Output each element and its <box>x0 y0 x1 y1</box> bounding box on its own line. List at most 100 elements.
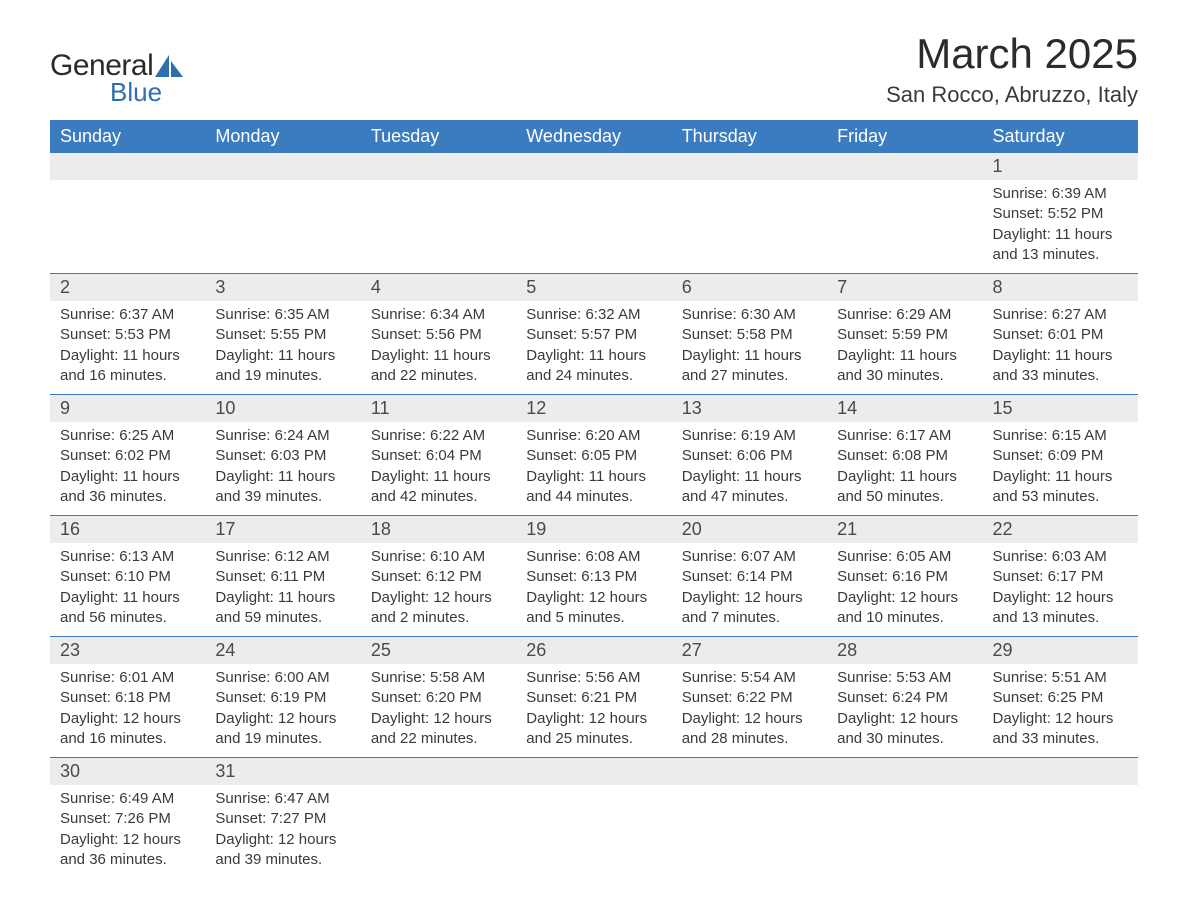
day-number-cell: 16 <box>50 516 205 544</box>
daylight-text-2: and 53 minutes. <box>993 487 1128 507</box>
day-data-cell: Sunrise: 6:34 AMSunset: 5:56 PMDaylight:… <box>361 301 516 395</box>
day-number-cell <box>672 153 827 180</box>
daylight-text-1: Daylight: 11 hours <box>993 467 1128 487</box>
sunrise-text: Sunrise: 6:37 AM <box>60 305 195 325</box>
daylight-text-1: Daylight: 11 hours <box>837 346 972 366</box>
day-data-row: Sunrise: 6:25 AMSunset: 6:02 PMDaylight:… <box>50 422 1138 516</box>
day-data-cell: Sunrise: 6:12 AMSunset: 6:11 PMDaylight:… <box>205 543 360 637</box>
day-number-cell: 30 <box>50 758 205 786</box>
sunset-text: Sunset: 6:01 PM <box>993 325 1128 345</box>
day-number-cell: 23 <box>50 637 205 665</box>
day-number-cell <box>516 758 671 786</box>
day-number-row: 9101112131415 <box>50 395 1138 423</box>
day-data-cell: Sunrise: 6:24 AMSunset: 6:03 PMDaylight:… <box>205 422 360 516</box>
logo-sail-icon <box>155 55 185 77</box>
day-number-cell: 12 <box>516 395 671 423</box>
sunrise-text: Sunrise: 5:53 AM <box>837 668 972 688</box>
day-number-row: 16171819202122 <box>50 516 1138 544</box>
daylight-text-2: and 59 minutes. <box>215 608 350 628</box>
daylight-text-1: Daylight: 12 hours <box>215 709 350 729</box>
sunrise-text: Sunrise: 6:22 AM <box>371 426 506 446</box>
day-number-cell <box>983 758 1138 786</box>
day-number-cell: 5 <box>516 274 671 302</box>
sunrise-text: Sunrise: 6:13 AM <box>60 547 195 567</box>
day-data-row: Sunrise: 6:39 AMSunset: 5:52 PMDaylight:… <box>50 180 1138 274</box>
sunrise-text: Sunrise: 6:20 AM <box>526 426 661 446</box>
day-data-cell: Sunrise: 6:10 AMSunset: 6:12 PMDaylight:… <box>361 543 516 637</box>
day-data-cell: Sunrise: 6:22 AMSunset: 6:04 PMDaylight:… <box>361 422 516 516</box>
day-number-cell: 3 <box>205 274 360 302</box>
location: San Rocco, Abruzzo, Italy <box>886 82 1138 108</box>
day-data-cell <box>361 785 516 878</box>
daylight-text-2: and 33 minutes. <box>993 729 1128 749</box>
daylight-text-1: Daylight: 12 hours <box>371 709 506 729</box>
daylight-text-2: and 56 minutes. <box>60 608 195 628</box>
day-number-cell: 22 <box>983 516 1138 544</box>
day-data-row: Sunrise: 6:37 AMSunset: 5:53 PMDaylight:… <box>50 301 1138 395</box>
day-data-cell: Sunrise: 5:54 AMSunset: 6:22 PMDaylight:… <box>672 664 827 758</box>
day-number-cell <box>205 153 360 180</box>
daylight-text-1: Daylight: 11 hours <box>60 467 195 487</box>
day-data-cell: Sunrise: 6:17 AMSunset: 6:08 PMDaylight:… <box>827 422 982 516</box>
daylight-text-1: Daylight: 12 hours <box>60 709 195 729</box>
sunrise-text: Sunrise: 6:12 AM <box>215 547 350 567</box>
daylight-text-1: Daylight: 12 hours <box>993 588 1128 608</box>
sunrise-text: Sunrise: 5:56 AM <box>526 668 661 688</box>
day-data-cell: Sunrise: 6:25 AMSunset: 6:02 PMDaylight:… <box>50 422 205 516</box>
sunrise-text: Sunrise: 5:54 AM <box>682 668 817 688</box>
day-data-cell <box>516 180 671 274</box>
sunset-text: Sunset: 6:08 PM <box>837 446 972 466</box>
day-number-cell: 19 <box>516 516 671 544</box>
daylight-text-1: Daylight: 12 hours <box>993 709 1128 729</box>
sunset-text: Sunset: 6:05 PM <box>526 446 661 466</box>
daylight-text-1: Daylight: 11 hours <box>371 346 506 366</box>
day-data-cell <box>672 180 827 274</box>
sunrise-text: Sunrise: 6:47 AM <box>215 789 350 809</box>
daylight-text-1: Daylight: 12 hours <box>682 709 817 729</box>
day-number-row: 23242526272829 <box>50 637 1138 665</box>
day-number-cell: 27 <box>672 637 827 665</box>
day-data-cell: Sunrise: 6:05 AMSunset: 6:16 PMDaylight:… <box>827 543 982 637</box>
daylight-text-2: and 5 minutes. <box>526 608 661 628</box>
sunrise-text: Sunrise: 6:00 AM <box>215 668 350 688</box>
day-data-cell: Sunrise: 6:07 AMSunset: 6:14 PMDaylight:… <box>672 543 827 637</box>
daylight-text-1: Daylight: 11 hours <box>837 467 972 487</box>
daylight-text-1: Daylight: 12 hours <box>371 588 506 608</box>
day-data-cell: Sunrise: 5:58 AMSunset: 6:20 PMDaylight:… <box>361 664 516 758</box>
weekday-header: Tuesday <box>361 120 516 153</box>
day-data-cell: Sunrise: 5:56 AMSunset: 6:21 PMDaylight:… <box>516 664 671 758</box>
sunset-text: Sunset: 6:18 PM <box>60 688 195 708</box>
sunrise-text: Sunrise: 6:35 AM <box>215 305 350 325</box>
sunset-text: Sunset: 6:12 PM <box>371 567 506 587</box>
daylight-text-2: and 30 minutes. <box>837 366 972 386</box>
day-data-cell: Sunrise: 6:20 AMSunset: 6:05 PMDaylight:… <box>516 422 671 516</box>
sunset-text: Sunset: 6:02 PM <box>60 446 195 466</box>
day-number-cell: 11 <box>361 395 516 423</box>
day-data-cell: Sunrise: 5:53 AMSunset: 6:24 PMDaylight:… <box>827 664 982 758</box>
day-number-cell: 29 <box>983 637 1138 665</box>
sunset-text: Sunset: 6:19 PM <box>215 688 350 708</box>
daylight-text-1: Daylight: 12 hours <box>526 709 661 729</box>
daylight-text-2: and 13 minutes. <box>993 245 1128 265</box>
daylight-text-1: Daylight: 11 hours <box>371 467 506 487</box>
sunset-text: Sunset: 6:21 PM <box>526 688 661 708</box>
day-number-cell: 6 <box>672 274 827 302</box>
sunrise-text: Sunrise: 5:58 AM <box>371 668 506 688</box>
day-number-cell: 10 <box>205 395 360 423</box>
daylight-text-2: and 47 minutes. <box>682 487 817 507</box>
day-data-row: Sunrise: 6:01 AMSunset: 6:18 PMDaylight:… <box>50 664 1138 758</box>
sunset-text: Sunset: 6:10 PM <box>60 567 195 587</box>
daylight-text-2: and 16 minutes. <box>60 366 195 386</box>
daylight-text-1: Daylight: 11 hours <box>215 588 350 608</box>
title-block: March 2025 San Rocco, Abruzzo, Italy <box>886 30 1138 108</box>
day-number-cell: 20 <box>672 516 827 544</box>
day-number-cell: 4 <box>361 274 516 302</box>
daylight-text-2: and 27 minutes. <box>682 366 817 386</box>
day-number-cell: 14 <box>827 395 982 423</box>
month-title: March 2025 <box>886 30 1138 78</box>
day-data-cell: Sunrise: 6:30 AMSunset: 5:58 PMDaylight:… <box>672 301 827 395</box>
day-data-row: Sunrise: 6:49 AMSunset: 7:26 PMDaylight:… <box>50 785 1138 878</box>
sunrise-text: Sunrise: 6:30 AM <box>682 305 817 325</box>
day-data-cell: Sunrise: 6:29 AMSunset: 5:59 PMDaylight:… <box>827 301 982 395</box>
weekday-header: Friday <box>827 120 982 153</box>
